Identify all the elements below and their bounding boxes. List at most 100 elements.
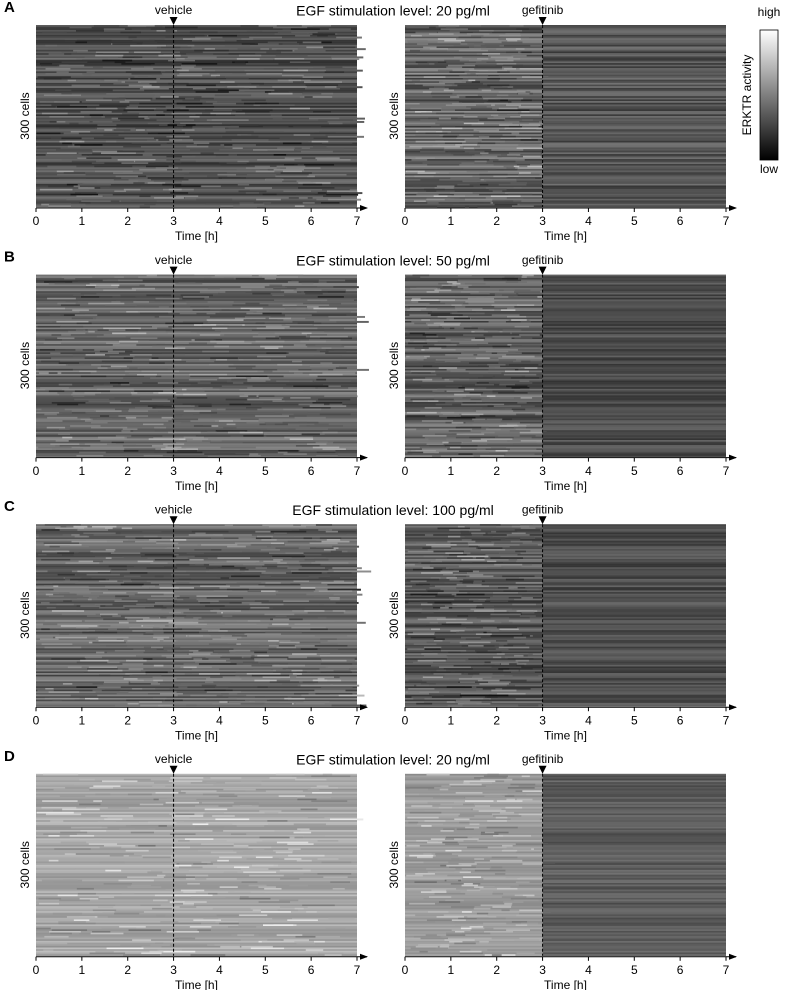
heatmap-row xyxy=(405,281,543,284)
heatmap-blob xyxy=(183,413,194,416)
heatmap-blob xyxy=(499,552,521,555)
heatmap-blob xyxy=(313,595,334,598)
heatmap-blob xyxy=(421,319,431,322)
heatmap-blob xyxy=(422,567,434,570)
heatmap-row xyxy=(542,428,726,431)
heatmap-blob xyxy=(295,778,327,781)
heatmap-blob xyxy=(247,590,262,593)
heatmap-blob xyxy=(490,597,509,599)
heatmap-row xyxy=(542,36,726,39)
heatmap-blob xyxy=(243,663,252,666)
heatmap-blob xyxy=(506,929,530,932)
heatmap-blob xyxy=(189,635,204,638)
heatmap-blob xyxy=(452,572,468,575)
heatmap-blob xyxy=(120,944,151,947)
heatmap-row xyxy=(36,120,357,123)
heatmap-blob xyxy=(60,325,84,328)
heatmap-blob xyxy=(151,64,172,67)
heatmap-blob xyxy=(194,549,212,551)
heatmap-blob xyxy=(219,608,250,611)
heatmap-blob xyxy=(511,332,539,335)
heatmap-blob xyxy=(234,317,266,320)
y-axis-label: 300 cells xyxy=(387,592,401,639)
heatmap-row xyxy=(542,327,726,330)
heatmap-blob xyxy=(280,878,300,880)
heatmap-blob xyxy=(418,130,436,133)
heatmap-row xyxy=(405,68,543,70)
heatmap-blob xyxy=(517,402,527,404)
heatmap-blob xyxy=(111,555,141,558)
heatmap-blob xyxy=(135,540,157,543)
heatmap-blob xyxy=(61,613,96,616)
heatmap-blob xyxy=(325,69,363,72)
heatmap-blob xyxy=(291,31,318,34)
heatmap-row xyxy=(542,689,726,692)
heatmap-blob xyxy=(291,572,322,575)
heatmap-blob xyxy=(308,575,331,578)
heatmap-row xyxy=(405,357,543,360)
heatmap-blob xyxy=(62,553,74,556)
heatmap-blob xyxy=(175,393,190,396)
heatmap-blob xyxy=(92,683,104,685)
heatmap-blob xyxy=(518,109,542,112)
heatmap-blob xyxy=(255,567,268,570)
heatmap-blob xyxy=(292,320,314,323)
heatmap-row xyxy=(36,525,357,528)
heatmap-blob xyxy=(203,309,230,312)
heatmap-blob xyxy=(176,678,207,681)
heatmap-row xyxy=(542,49,726,52)
heatmap-blob xyxy=(132,580,147,583)
heatmap-blob xyxy=(455,426,482,429)
heatmap-blob xyxy=(510,540,532,543)
heatmap-blob xyxy=(147,871,163,874)
heatmap-blob xyxy=(503,165,519,168)
heatmap-blob xyxy=(313,182,331,185)
heatmap-blob xyxy=(152,91,172,94)
heatmap-blob xyxy=(74,390,111,393)
heatmap-blob xyxy=(520,127,542,130)
heatmap-row xyxy=(542,79,726,82)
heatmap-row xyxy=(542,81,726,84)
heatmap-blob xyxy=(134,284,145,287)
heatmap-blob xyxy=(425,132,448,135)
heatmap-blob xyxy=(283,69,309,72)
heatmap-blob xyxy=(422,84,452,87)
heatmap-blob xyxy=(462,397,471,399)
heatmap-row xyxy=(36,157,357,160)
heatmap-blob xyxy=(281,413,294,416)
heatmap-blob xyxy=(103,844,136,847)
x-tick-label: 6 xyxy=(308,214,315,228)
heatmap-blob xyxy=(425,377,442,380)
heatmap-row xyxy=(542,188,726,191)
heatmap-blob xyxy=(496,549,506,551)
heatmap-blob xyxy=(139,312,169,315)
heatmap-row xyxy=(405,805,543,808)
heatmap-blob xyxy=(70,578,106,581)
heatmap-row xyxy=(542,859,726,862)
heatmap-blob xyxy=(422,182,449,185)
heatmap-blob xyxy=(67,363,92,366)
heatmap-blob xyxy=(412,585,435,588)
heatmap-blob xyxy=(421,825,432,828)
heatmap-blob xyxy=(204,618,228,621)
heatmap-blob xyxy=(466,585,489,588)
heatmap-blob xyxy=(494,563,523,566)
heatmap-blob xyxy=(412,400,430,403)
heatmap-blob xyxy=(410,636,436,639)
heatmap-row xyxy=(542,778,726,781)
heatmap-blob xyxy=(197,382,211,385)
heatmap-blob xyxy=(517,167,546,170)
heatmap-blob xyxy=(469,575,494,578)
heatmap-row xyxy=(405,907,543,910)
heatmap-blob xyxy=(483,101,512,104)
heatmap-blob xyxy=(112,89,145,92)
heatmap-blob xyxy=(516,798,533,801)
heatmap-blob xyxy=(410,339,427,342)
heatmap-blob xyxy=(512,122,529,125)
heatmap-row xyxy=(36,347,357,350)
heatmap-row xyxy=(542,688,726,690)
heatmap-blob xyxy=(93,560,103,563)
heatmap-blob xyxy=(458,815,475,818)
heatmap-blob xyxy=(85,99,112,102)
heatmap-blob xyxy=(302,76,324,79)
